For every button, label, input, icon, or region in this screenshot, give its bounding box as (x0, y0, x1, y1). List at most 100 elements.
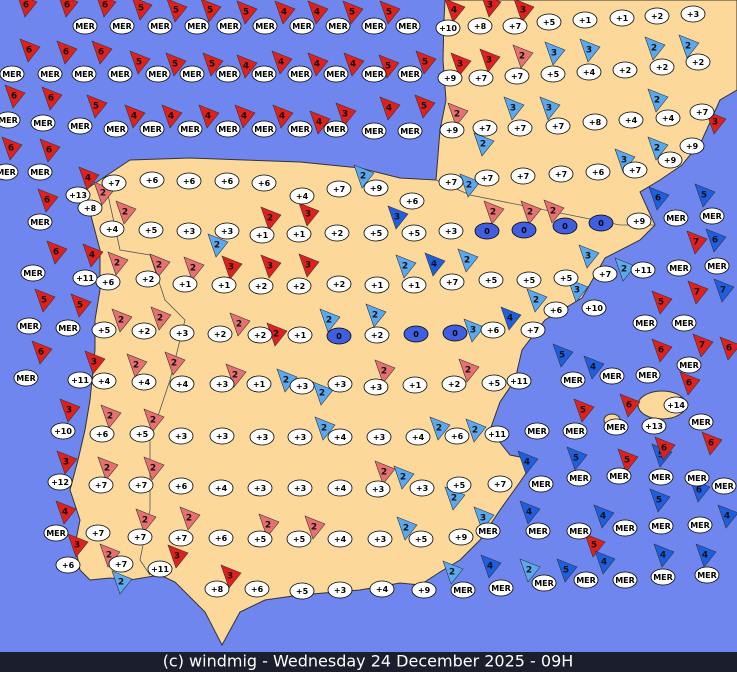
wind-speed: 4 (524, 458, 530, 468)
wind-arrow (319, 308, 341, 333)
temperature-oval (566, 522, 592, 540)
wind-speed: 2 (265, 521, 271, 531)
temperature-label: +11 (634, 266, 652, 275)
temperature-marker: +3 (287, 428, 313, 446)
wind-speed: 2 (436, 424, 442, 434)
wind-speed: 5 (624, 456, 630, 466)
wind-marker: 2 (149, 253, 171, 278)
temperature-oval (72, 17, 98, 35)
wind-marker: 2 (225, 363, 247, 388)
wind-speed: 3 (227, 572, 233, 582)
wind-speed: 6 (696, 486, 702, 496)
temperature-oval (704, 257, 730, 275)
temperature-oval (481, 374, 507, 392)
temperature-label: +7 (333, 185, 345, 194)
wind-speed: 2 (550, 207, 556, 217)
temperature-label: +3 (294, 484, 306, 493)
temperature-oval (438, 222, 464, 240)
wind-arrow (342, 0, 364, 25)
footer-bar (0, 652, 737, 672)
temperature-oval (252, 17, 278, 35)
temperature-marker: +4 (208, 479, 234, 497)
wind-arrow (19, 38, 41, 63)
temperature-marker: MER (666, 259, 692, 277)
wind-speed: 2 (654, 144, 660, 154)
temperature-label: +7 (517, 172, 529, 181)
temperature-oval (402, 376, 428, 394)
wind-speed: 5 (385, 62, 391, 72)
temperature-oval (208, 529, 234, 547)
wind-speed: 5 (656, 496, 662, 506)
temperature-oval (552, 217, 578, 235)
temperature-label: +11 (76, 274, 94, 283)
wind-arrow (304, 515, 326, 540)
wind-arrow (107, 251, 129, 276)
temperature-marker: +10 (50, 422, 76, 440)
temperature-oval (286, 277, 312, 295)
wind-arrow (379, 0, 401, 25)
wind-marker: 3 (463, 318, 485, 343)
wind-marker: 2 (97, 456, 119, 481)
temperature-oval (67, 117, 93, 135)
temperature-marker: +6 (543, 301, 569, 319)
temperature-oval (663, 396, 689, 414)
wind-speed: 2 (122, 208, 128, 218)
temperature-oval (327, 530, 353, 548)
wind-arrow (149, 253, 171, 278)
temperature-oval (85, 524, 111, 542)
temperature-marker: +7 (622, 161, 648, 179)
temperature-label: +6 (592, 168, 605, 177)
temperature-marker: +7 (88, 476, 114, 494)
temperature-label: +2 (448, 380, 460, 389)
temperature-label: +8 (84, 204, 97, 213)
temperature-label: +6 (487, 326, 500, 335)
wind-marker: 6 (701, 431, 723, 456)
wind-arrow (201, 0, 222, 23)
temperature-marker: MER (30, 114, 56, 132)
temperature-label: +4 (334, 433, 347, 442)
temperature-marker: +3 (365, 480, 391, 498)
temperature-oval (177, 120, 203, 138)
temperature-label: MER (666, 214, 686, 223)
temperature-label: +3 (254, 484, 266, 493)
wind-arrow (719, 336, 737, 361)
wind-marker: 4 (695, 543, 717, 568)
wind-arrow (544, 41, 566, 66)
wind-arrow (70, 293, 92, 318)
temperature-oval (609, 9, 635, 27)
temperature-marker: +6 (480, 321, 506, 339)
wind-speed: 2 (527, 208, 533, 218)
temperature-label: +7 (115, 560, 127, 569)
temperature-marker: MER (606, 467, 632, 485)
temperature-label: +7 (509, 22, 521, 31)
wind-marker: 6 (679, 371, 701, 396)
temperature-oval (612, 519, 638, 537)
wind-arrow (578, 244, 600, 269)
wind-marker: 5 (70, 293, 92, 318)
wind-arrow (447, 102, 469, 127)
temperature-oval (27, 163, 53, 181)
temperature-oval (361, 17, 387, 35)
temperature-marker: +7 (472, 119, 498, 137)
temperature-oval (612, 571, 638, 589)
temperature-oval (510, 167, 536, 185)
temperature-label: +3 (296, 382, 308, 391)
temperature-oval (581, 299, 607, 317)
temperature-oval (139, 120, 165, 138)
wind-arrow (126, 353, 148, 378)
temperature-oval (327, 581, 353, 599)
temperature-label: MER (400, 127, 420, 136)
temperature-marker: +6 (139, 171, 165, 189)
wind-marker: 2 (447, 102, 469, 127)
temperature-marker: +7 (548, 165, 574, 183)
wind-speed: 2 (372, 311, 378, 321)
temperature-marker: MER (177, 120, 203, 138)
wind-arrow (387, 205, 409, 230)
wind-arrow (164, 351, 186, 376)
temperature-marker: MER (252, 17, 278, 35)
temperature-oval (540, 65, 566, 83)
wind-marker: 2 (396, 516, 418, 541)
wind-arrow (694, 183, 716, 208)
temperature-marker: MER (566, 469, 592, 487)
